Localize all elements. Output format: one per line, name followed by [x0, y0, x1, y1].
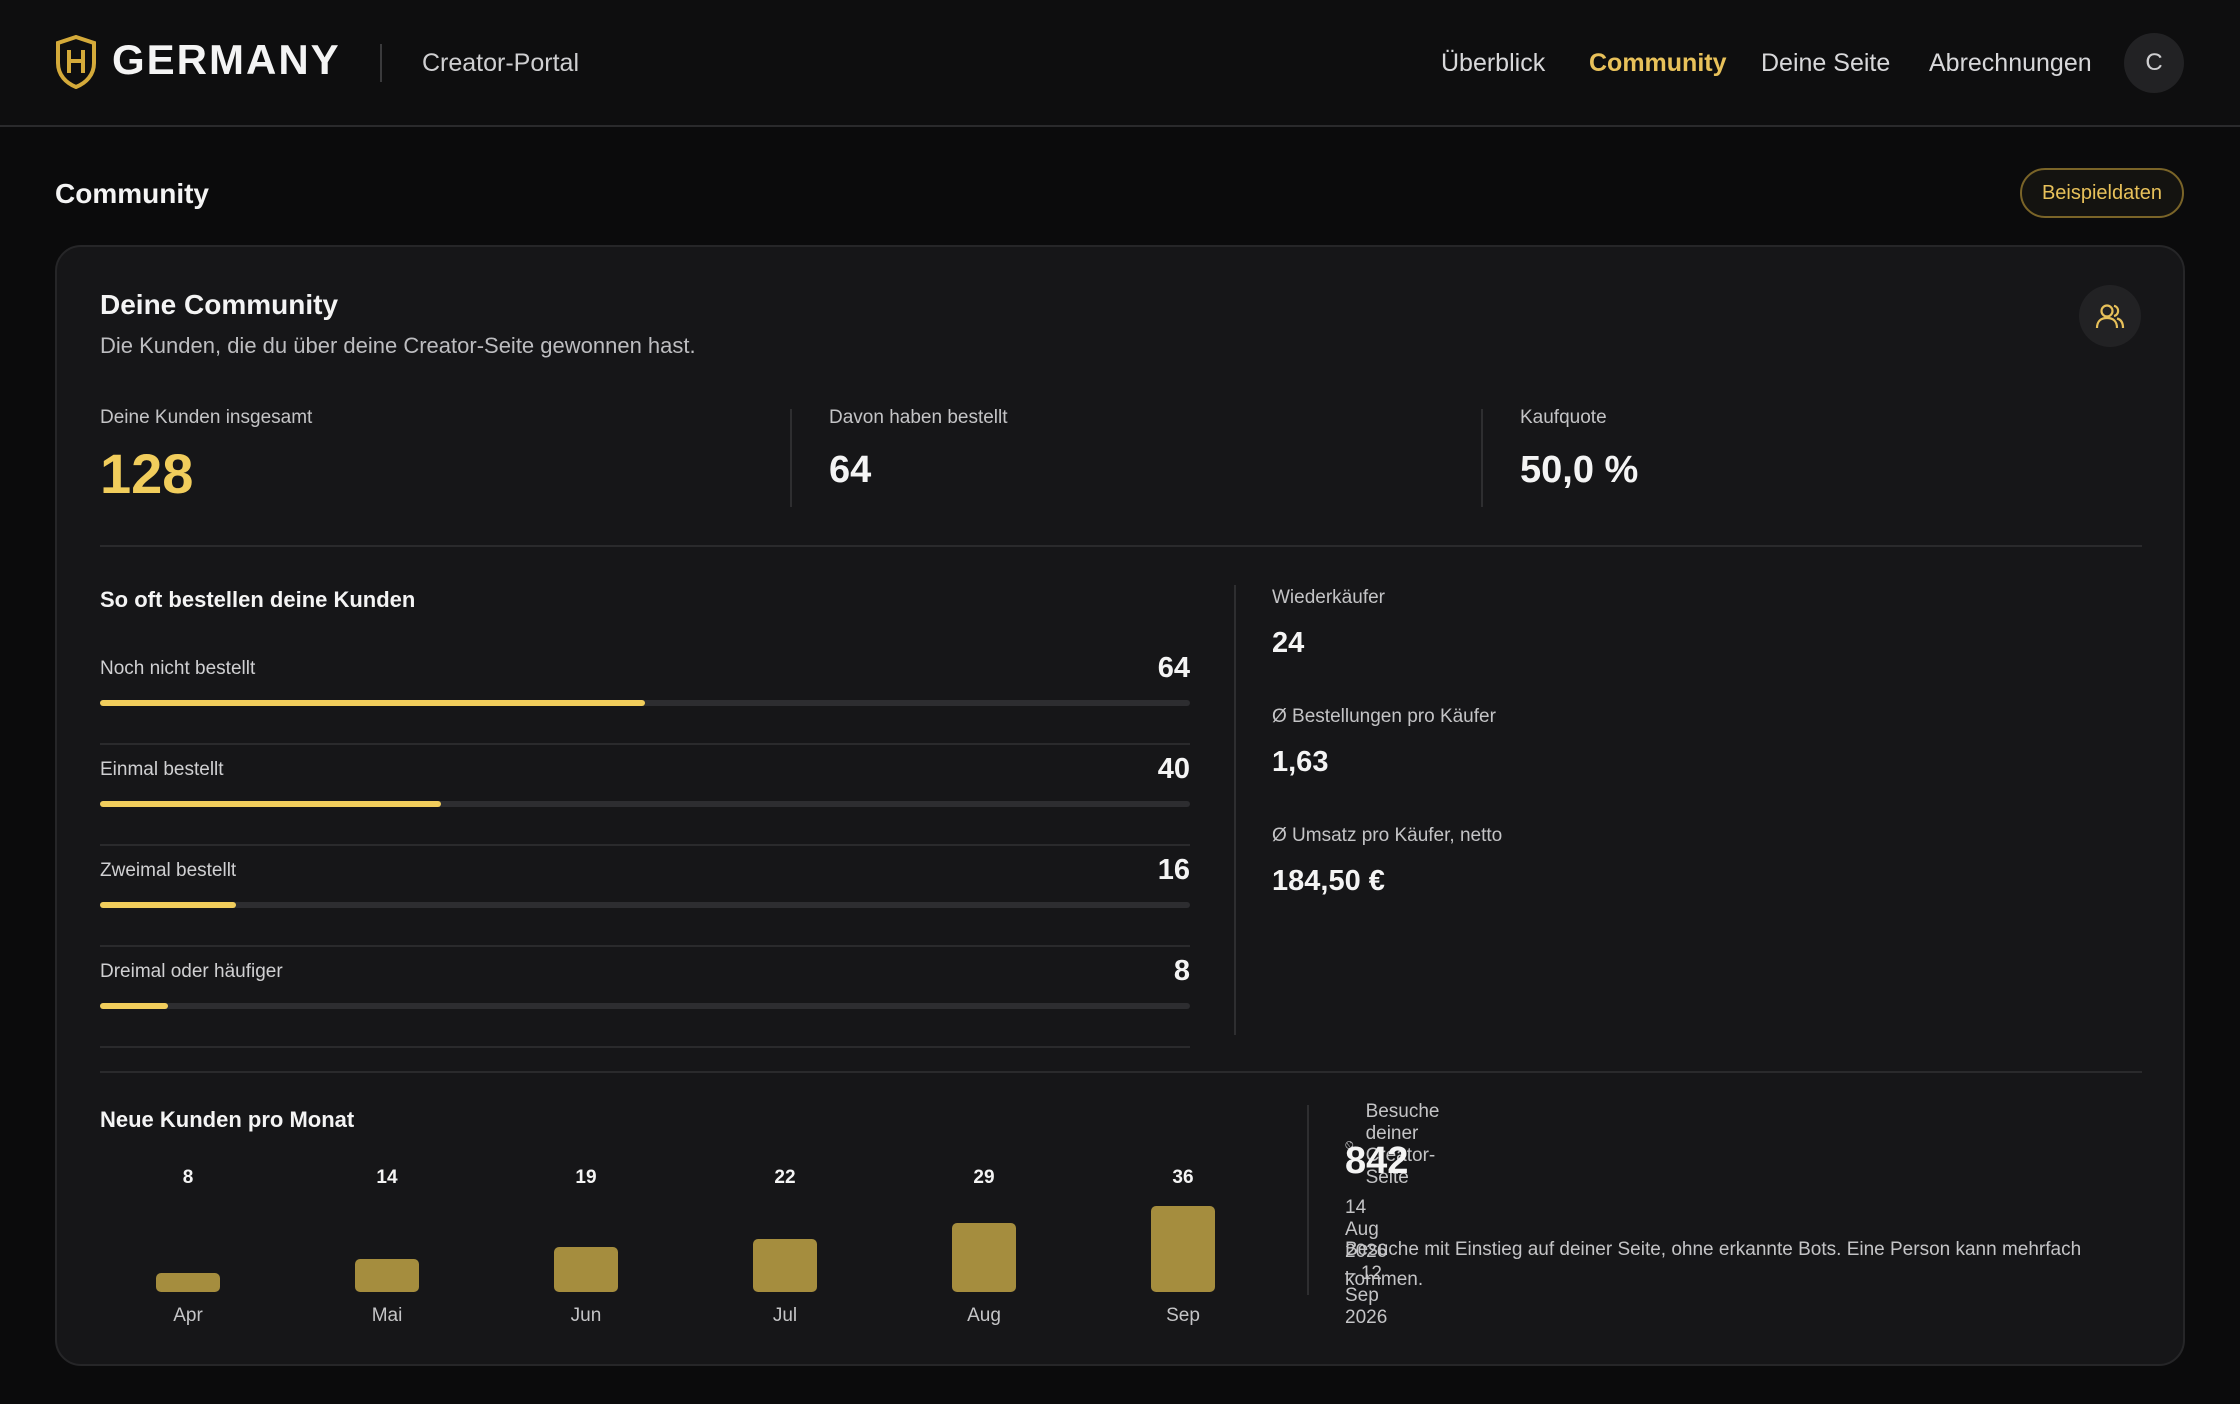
visits-label: Besuche deiner Creator-Seite [1365, 1101, 1440, 1188]
section-divider [100, 1071, 2142, 1073]
frequency-label: Zweimal bestellt [100, 860, 237, 881]
row-separator [100, 945, 1190, 947]
frequency-track [100, 902, 1190, 908]
stat-value: 128 [100, 442, 194, 505]
frequency-count: 8 [1173, 955, 1190, 987]
bar [156, 1273, 220, 1292]
nav-community[interactable]: Community [1589, 49, 1727, 77]
bar-value-label: 19 [575, 1167, 597, 1188]
card-title: Deine Community [100, 289, 339, 320]
bar [753, 1239, 817, 1292]
metric-orders-per-buyer: Ø Bestellungen pro Käufer 1,63 [1272, 706, 1496, 779]
frequency-row: Dreimal oder häufiger 8 [100, 947, 1190, 1048]
frequency-row: Einmal bestellt 40 [100, 745, 1190, 846]
stat-label: Davon haben bestellt [829, 407, 1008, 428]
stat-divider [790, 409, 792, 507]
frequency-title: So oft bestellen deine Kunden [100, 587, 416, 612]
bar-value-label: 29 [973, 1167, 995, 1188]
bar-category-label: Jun [570, 1305, 602, 1326]
chart-title: Neue Kunden pro Monat [100, 1107, 355, 1132]
user-avatar[interactable]: C [2124, 33, 2184, 93]
brand-divider [380, 44, 382, 82]
metric-revenue-per-buyer: Ø Umsatz pro Käufer, netto 184,50 € [1272, 825, 1502, 898]
frequency-track [100, 700, 1190, 706]
column-divider [1234, 585, 1236, 1035]
shield-h-icon[interactable] [54, 35, 98, 89]
top-navigation-bar: GERMANY Creator-Portal Überblick Communi… [0, 0, 2240, 127]
bar-category-label: Jul [772, 1305, 798, 1326]
bar [355, 1259, 419, 1292]
frequency-label: Dreimal oder häufiger [100, 961, 283, 982]
frequency-fill [100, 700, 645, 706]
community-card: Deine Community Die Kunden, die du über … [55, 245, 2185, 1366]
column-divider [1307, 1105, 1309, 1295]
metric-label: Ø Bestellungen pro Käufer [1272, 706, 1496, 727]
row-separator [100, 1046, 1190, 1048]
metric-value: 184,50 € [1272, 865, 1385, 897]
bar-value-label: 36 [1172, 1167, 1194, 1188]
stat-ordered: Davon haben bestellt 64 [829, 407, 1008, 492]
stat-total-customers: Deine Kunden insgesamt 128 [100, 407, 312, 506]
bar-value-label: 14 [376, 1167, 398, 1188]
frequency-count: 16 [1157, 854, 1190, 886]
row-separator [100, 743, 1190, 745]
frequency-row: Noch nicht bestellt 64 [100, 644, 1190, 745]
bar [1151, 1206, 1215, 1292]
bar-category-label: Sep [1166, 1305, 1200, 1326]
nav-deine-seite[interactable]: Deine Seite [1761, 49, 1891, 77]
portal-label: Creator-Portal [422, 49, 579, 77]
section-divider [100, 545, 2142, 547]
frequency-fill [100, 1003, 169, 1009]
frequency-fill [100, 902, 237, 908]
brand-name[interactable]: GERMANY [112, 36, 341, 83]
stat-divider [1481, 409, 1483, 507]
bar [554, 1247, 618, 1292]
frequency-label: Einmal bestellt [100, 759, 224, 780]
metric-value: 24 [1272, 627, 1305, 659]
sample-data-button[interactable]: Beispieldaten [2020, 168, 2184, 218]
frequency-track [100, 1003, 1190, 1009]
bar-value-label: 8 [182, 1167, 194, 1188]
frequency-count: 40 [1157, 753, 1190, 785]
bar-category-label: Mai [371, 1305, 403, 1326]
nav-abrechnungen[interactable]: Abrechnungen [1929, 49, 2092, 77]
visits-header: Besuche deiner Creator-Seite [1345, 1101, 1455, 1189]
globe-icon [1345, 1141, 1354, 1149]
metric-label: Ø Umsatz pro Käufer, netto [1272, 825, 1503, 846]
bar-value-label: 22 [774, 1167, 796, 1188]
page-title: Community [55, 178, 209, 209]
stat-value: 50,0 % [1520, 449, 1639, 491]
visits-note: Besuche mit Einstieg auf deiner Seite, o… [1345, 1239, 2082, 1290]
visits-date-range: 14 Aug 2026 – 12 Sep 2026 [1345, 1197, 1388, 1328]
nav-ueberblick[interactable]: Überblick [1441, 49, 1546, 77]
frequency-track [100, 801, 1190, 807]
stat-value: 64 [829, 449, 872, 491]
stat-label: Deine Kunden insgesamt [100, 407, 313, 428]
stat-conversion: Kaufquote 50,0 % [1520, 407, 1638, 492]
frequency-label: Noch nicht bestellt [100, 658, 256, 679]
people-icon [2095, 304, 2125, 329]
card-subtitle: Die Kunden, die du über deine Creator-Se… [100, 333, 696, 358]
metric-repeat-buyers: Wiederkäufer 24 [1272, 587, 1385, 660]
people-icon-badge [2079, 285, 2141, 347]
bar-category-label: Apr [173, 1305, 203, 1326]
stat-label: Kaufquote [1520, 407, 1607, 428]
bar [952, 1223, 1016, 1292]
row-separator [100, 844, 1190, 846]
visits-count: 842 [1345, 1140, 1409, 1182]
frequency-count: 64 [1157, 652, 1190, 684]
metric-label: Wiederkäufer [1272, 587, 1385, 608]
bar-category-label: Aug [967, 1305, 1001, 1326]
frequency-row: Zweimal bestellt 16 [100, 846, 1190, 947]
frequency-fill [100, 801, 441, 807]
metric-value: 1,63 [1272, 746, 1329, 778]
